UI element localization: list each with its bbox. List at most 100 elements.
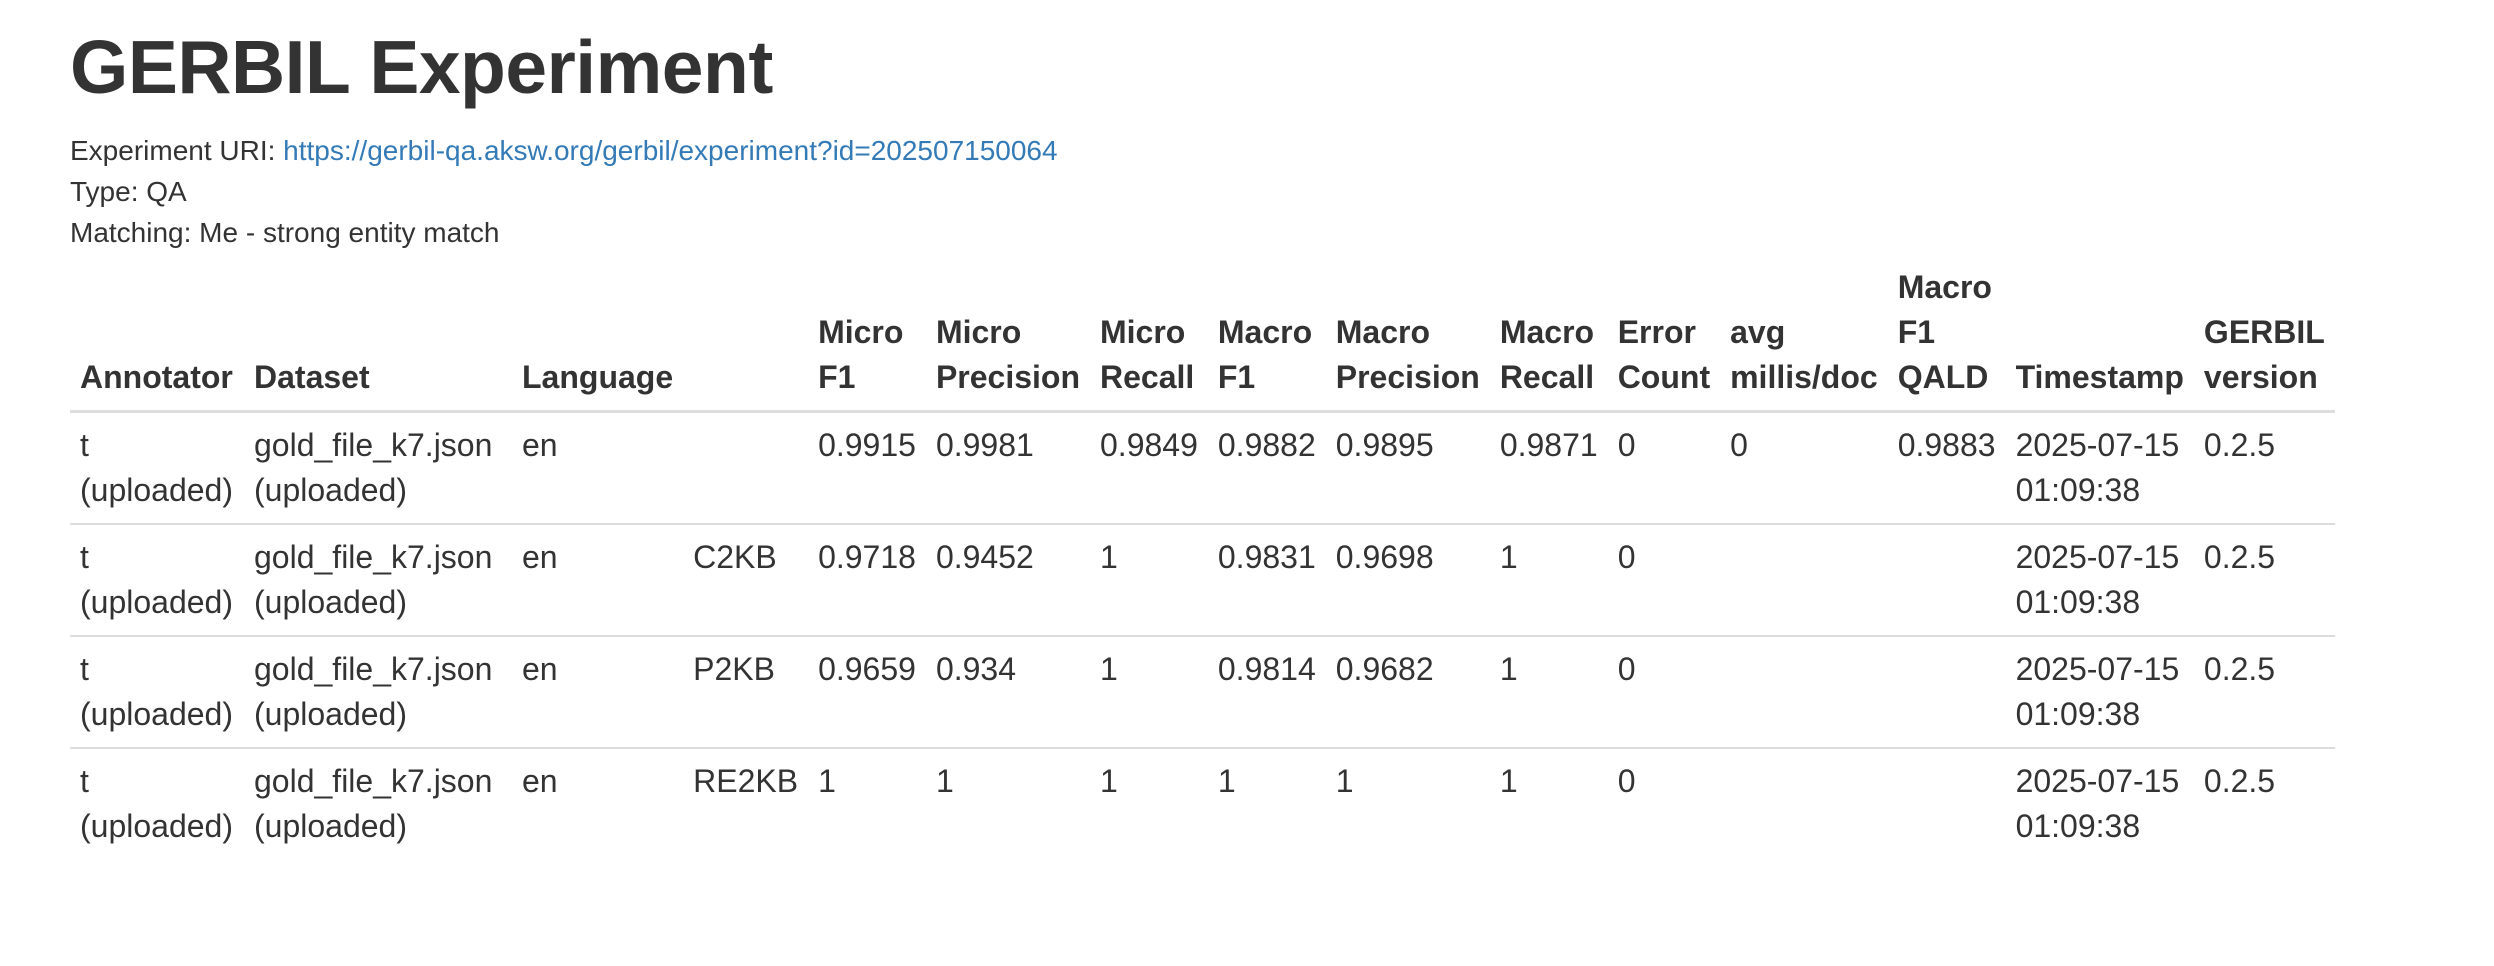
results-table: Annotator Dataset Language Micro F1 Micro Prec… bbox=[70, 265, 2335, 859]
cell-macro-f1: 0.9831 bbox=[1207, 523, 1326, 636]
results-table-header: Annotator Dataset Language Micro F1 Micro Prec… bbox=[70, 265, 2335, 413]
cell-macro-f1-qald bbox=[1887, 747, 2006, 859]
cell-language: en bbox=[522, 427, 558, 463]
column-header-avg-millis: avg millis/doc bbox=[1720, 265, 1888, 413]
column-header-text: F1 bbox=[1217, 359, 1256, 395]
cell-version: 0.2.5 bbox=[2193, 635, 2335, 748]
cell-macro-precision: 0.9895 bbox=[1335, 427, 1434, 463]
column-header-text: Macro bbox=[1499, 314, 1595, 350]
column-header-text: Recall bbox=[1499, 359, 1595, 395]
column-header-text: Micro bbox=[1100, 314, 1186, 350]
cell-micro-precision: 1 bbox=[925, 747, 1090, 859]
cell-subtask: RE2KB bbox=[683, 747, 809, 859]
cell-micro-f1: 1 bbox=[808, 747, 926, 859]
cell-text: 2025-07-15 bbox=[2015, 763, 2180, 799]
column-header-language: Language bbox=[512, 265, 684, 413]
cell-micro-precision: 0.9452 bbox=[925, 523, 1090, 636]
cell-language: en bbox=[512, 523, 684, 636]
cell-subtask: P2KB bbox=[683, 635, 809, 748]
experiment-matching: Matching: Me - strong entity match bbox=[70, 217, 500, 248]
cell-micro-recall: 1 bbox=[1090, 635, 1208, 748]
cell-text: 2025-07-15 bbox=[2015, 539, 2180, 575]
column-header-text: version bbox=[2203, 359, 2318, 395]
column-header-micro-f1: Micro F1 bbox=[808, 265, 926, 413]
cell-dataset: gold_file_k7.json (uploaded) bbox=[244, 635, 512, 748]
column-header-text: Error bbox=[1617, 314, 1696, 350]
cell-text: (uploaded) bbox=[254, 472, 407, 508]
cell-text: 2025-07-15 bbox=[2015, 427, 2180, 463]
cell-subtask: C2KB bbox=[683, 523, 809, 636]
cell-subtask bbox=[683, 412, 808, 525]
cell-text: 01:09:38 bbox=[2015, 808, 2141, 844]
cell-micro-f1: 0.9718 bbox=[808, 523, 926, 636]
cell-text: (uploaded) bbox=[80, 472, 233, 508]
column-header-text: Macro bbox=[1897, 269, 1992, 305]
cell-text: (uploaded) bbox=[80, 808, 233, 844]
column-header-text: Macro bbox=[1217, 314, 1313, 350]
results-table-body: t (uploaded) gold_file_k7.json (uploaded) en… bbox=[70, 412, 2335, 859]
cell-macro-f1: 1 bbox=[1207, 747, 1326, 859]
column-header-text: Micro bbox=[935, 314, 1022, 350]
cell-annotator: t (uploaded) bbox=[70, 747, 244, 859]
cell-timestamp: 2025-07-15 01:09:38 bbox=[2005, 523, 2194, 636]
column-header-dataset: Dataset bbox=[244, 265, 512, 413]
cell-text: t bbox=[80, 539, 89, 575]
cell-error-count: 0 bbox=[1607, 635, 1721, 748]
cell-text: 2025-07-15 bbox=[2015, 651, 2180, 687]
experiment-type: Type: QA bbox=[70, 176, 187, 207]
cell-language: en bbox=[512, 635, 684, 748]
cell-text: gold_file_k7.json bbox=[254, 427, 493, 463]
cell-language: en bbox=[512, 747, 684, 859]
cell-micro-recall: 1 bbox=[1090, 523, 1208, 636]
cell-annotator: t (uploaded) bbox=[70, 523, 244, 636]
cell-text: 01:09:38 bbox=[2015, 696, 2141, 732]
cell-micro-precision: 0.9981 bbox=[935, 427, 1034, 463]
column-header-text: Precision bbox=[935, 359, 1080, 395]
column-header-text: Annotator bbox=[80, 359, 233, 395]
column-header-text: QALD bbox=[1897, 359, 1989, 395]
page-content: GERBIL Experiment Experiment URI: https:… bbox=[70, 25, 2494, 859]
column-header-macro-f1-qald: Macro F1 QALD bbox=[1887, 265, 2006, 413]
cell-text: (uploaded) bbox=[254, 696, 407, 732]
column-header-text: F1 bbox=[1897, 314, 1936, 350]
cell-version: 0.2.5 bbox=[2193, 747, 2335, 859]
cell-text: 01:09:38 bbox=[2015, 584, 2141, 620]
column-header-macro-precision: Macro Precision bbox=[1325, 265, 1490, 413]
column-header-text: Micro bbox=[818, 314, 904, 350]
cell-avg-millis: 0 bbox=[1730, 427, 1748, 463]
experiment-uri-line: Experiment URI: https://gerbil-qa.aksw.o… bbox=[70, 130, 2494, 171]
cell-macro-precision: 0.9682 bbox=[1325, 635, 1490, 748]
cell-text: t bbox=[80, 651, 89, 687]
column-header-micro-recall: Micro Recall bbox=[1090, 265, 1208, 413]
column-header-annotator: Annotator bbox=[70, 265, 244, 413]
cell-micro-f1: 0.9915 bbox=[818, 427, 916, 463]
cell-text: gold_file_k7.json bbox=[254, 651, 493, 687]
cell-text: (uploaded) bbox=[80, 696, 233, 732]
column-header-timestamp: Timestamp bbox=[2005, 265, 2194, 413]
experiment-uri-link[interactable]: https://gerbil-qa.aksw.org/gerbil/experi… bbox=[283, 135, 1058, 166]
column-header-macro-recall: Macro Recall bbox=[1489, 265, 1608, 413]
cell-macro-f1: 0.9814 bbox=[1207, 635, 1326, 748]
cell-dataset: gold_file_k7.json (uploaded) bbox=[244, 523, 512, 636]
cell-timestamp: 2025-07-15 01:09:38 bbox=[2006, 412, 2194, 525]
column-header-text: F1 bbox=[818, 359, 856, 395]
table-row: t (uploaded) gold_file_k7.json (uploaded) en… bbox=[70, 523, 2335, 636]
column-header-macro-f1: Macro F1 bbox=[1207, 265, 1326, 413]
column-header-text: Timestamp bbox=[2015, 359, 2184, 395]
cell-macro-recall: 1 bbox=[1489, 747, 1608, 859]
cell-version: 0.2.5 bbox=[2203, 427, 2276, 463]
experiment-uri-label: Experiment URI: bbox=[70, 135, 284, 166]
column-header-text: Dataset bbox=[254, 359, 370, 395]
column-header-text: GERBIL bbox=[2203, 314, 2325, 350]
cell-micro-precision: 0.934 bbox=[925, 635, 1090, 748]
cell-error-count: 0 bbox=[1607, 523, 1721, 636]
cell-macro-recall: 0.9871 bbox=[1499, 427, 1598, 463]
cell-text: gold_file_k7.json bbox=[254, 539, 493, 575]
column-header-micro-precision: Micro Precision bbox=[925, 265, 1090, 413]
cell-dataset: gold_file_k7.json (uploaded) bbox=[244, 747, 512, 859]
cell-error-count: 0 bbox=[1617, 427, 1636, 463]
cell-macro-precision: 0.9698 bbox=[1325, 523, 1490, 636]
cell-micro-recall: 0.9849 bbox=[1100, 427, 1198, 463]
cell-text: t bbox=[80, 427, 89, 463]
cell-macro-f1: 0.9882 bbox=[1217, 427, 1316, 463]
